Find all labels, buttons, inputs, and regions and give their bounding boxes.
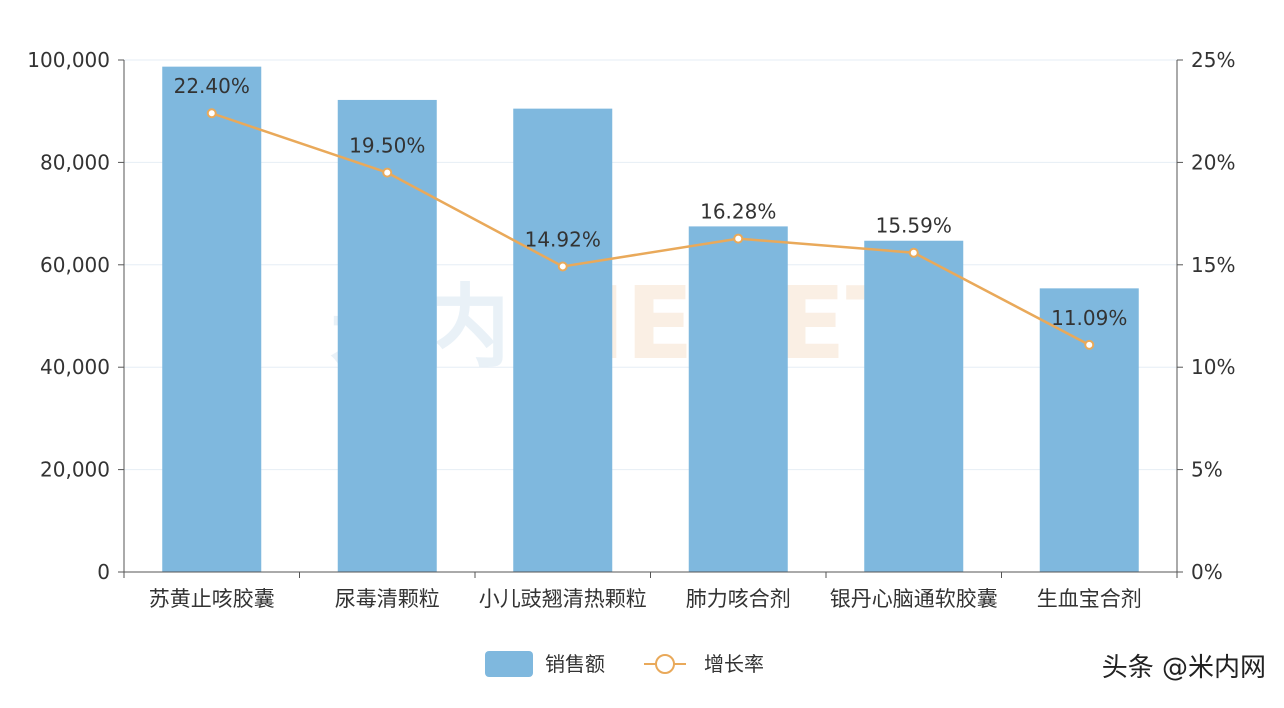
bar <box>864 240 964 572</box>
y-left-tick-label: 20,000 <box>40 458 110 482</box>
y-left-tick-label: 100,000 <box>27 48 110 72</box>
data-label: 11.09% <box>1051 306 1127 330</box>
legend: 销售额 增长率 <box>485 651 764 677</box>
line-point <box>733 233 744 244</box>
y-right-tick-label: 25% <box>1191 48 1235 72</box>
y-left-tick-label: 80,000 <box>40 150 110 174</box>
growth-line <box>211 112 1090 346</box>
line-series <box>206 108 1095 350</box>
data-label: 14.92% <box>525 227 601 251</box>
bar <box>513 108 613 572</box>
y-right-tick-label: 0% <box>1191 560 1223 584</box>
y-left-tick-label: 40,000 <box>40 355 110 379</box>
data-label: 16.28% <box>700 200 776 224</box>
legend-line-marker <box>655 654 675 674</box>
bar-series <box>162 66 1139 572</box>
gridlines <box>124 59 1177 471</box>
legend-bar-swatch <box>485 651 533 677</box>
line-point <box>1084 339 1095 350</box>
x-tick-label: 小儿豉翘清热颗粒 <box>479 587 647 611</box>
x-tick-label: 苏黄止咳胶囊 <box>149 587 275 611</box>
bar <box>1039 288 1139 572</box>
legend-label: 销售额 <box>545 652 605 676</box>
x-tick-label: 肺力咳合剂 <box>686 587 791 611</box>
line-point <box>206 108 217 119</box>
data-label: 19.50% <box>349 134 425 158</box>
bar <box>162 66 262 572</box>
y-right-tick-label: 10% <box>1191 355 1235 379</box>
data-labels: 22.40% 19.50% 14.92% 16.28% 15.59% 11.09% <box>174 74 1128 330</box>
y-right-tick-label: 20% <box>1191 150 1235 174</box>
corner-text: 头条 @米内网 <box>1102 653 1266 683</box>
x-tick-label: 尿毒清颗粒 <box>335 587 440 611</box>
y-left-tick-label: 0 <box>97 560 110 584</box>
line-point <box>557 261 568 272</box>
bar <box>688 226 788 572</box>
line-point <box>908 247 919 258</box>
y-right-tick-label: 15% <box>1191 253 1235 277</box>
axes: 0 20,000 40,000 60,000 80,000 100,000 0% 5% 10% 1… <box>27 48 1235 611</box>
y-right-tick-label: 5% <box>1191 458 1223 482</box>
data-label: 22.40% <box>174 74 250 98</box>
x-tick-label: 生血宝合剂 <box>1037 587 1142 611</box>
y-left-tick-label: 60,000 <box>40 253 110 277</box>
legend-label: 增长率 <box>704 652 764 676</box>
data-label: 15.59% <box>876 214 952 238</box>
line-point <box>382 167 393 178</box>
x-tick-label: 银丹心脑通软胶囊 <box>830 587 998 611</box>
bar <box>337 99 437 572</box>
